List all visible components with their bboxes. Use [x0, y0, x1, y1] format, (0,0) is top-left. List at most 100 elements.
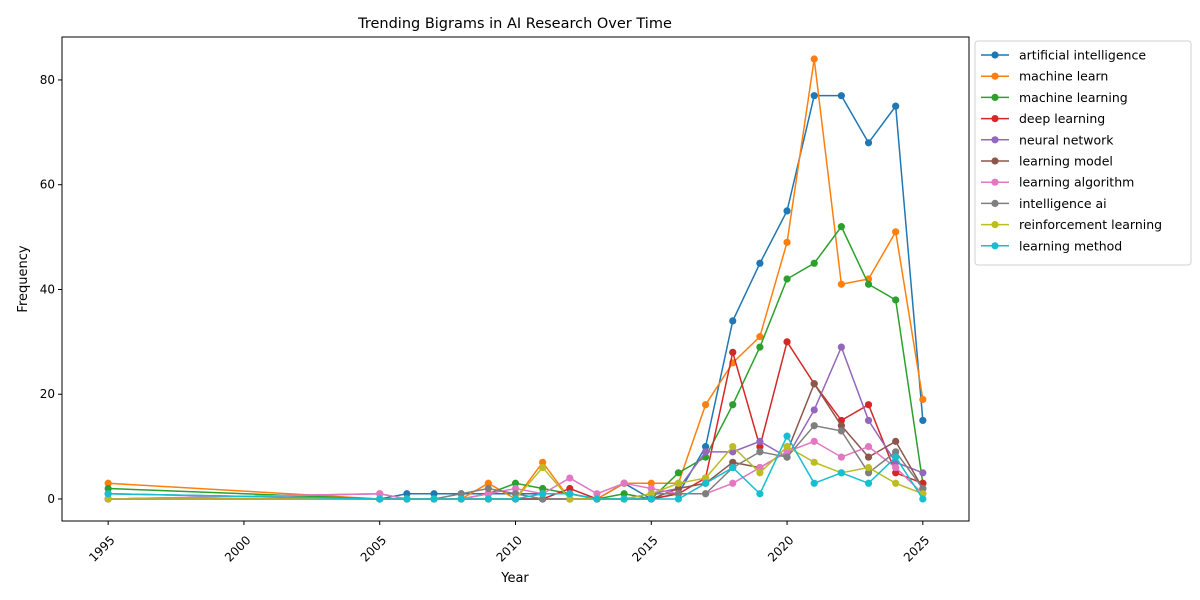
legend-item: reinforcement learning	[981, 217, 1162, 232]
data-point	[864, 139, 873, 147]
data-point	[919, 469, 927, 477]
data-point	[674, 495, 683, 503]
data-point	[783, 443, 791, 451]
data-point	[783, 338, 791, 346]
series-artificial-intelligence	[104, 92, 927, 503]
legend-item: artificial intelligence	[981, 48, 1146, 63]
data-point	[756, 437, 764, 445]
data-point	[919, 395, 927, 404]
data-point	[783, 207, 791, 215]
legend-swatch-marker	[991, 178, 999, 186]
data-point	[674, 469, 683, 477]
data-point	[810, 259, 818, 267]
x-tick-label: 2010	[494, 533, 525, 564]
x-tick-label: 2015	[629, 533, 660, 564]
data-point	[864, 469, 873, 477]
data-point	[539, 495, 547, 503]
x-axis-label: Year	[500, 571, 529, 586]
data-point	[729, 348, 737, 356]
legend-item: intelligence ai	[981, 196, 1107, 211]
legend-box	[974, 40, 1192, 266]
x-tick-label: 2020	[765, 533, 796, 564]
data-point	[674, 479, 683, 487]
data-point	[539, 458, 547, 466]
series-line	[108, 345, 924, 500]
data-point	[104, 479, 112, 487]
data-point	[376, 495, 384, 503]
data-point	[892, 469, 900, 477]
data-point	[729, 458, 737, 466]
data-point	[756, 259, 764, 267]
legend-swatch-marker	[991, 136, 999, 144]
legend-item: neural network	[981, 132, 1114, 147]
legend-label: neural network	[1019, 132, 1114, 147]
data-point	[756, 490, 764, 498]
chart-title: Trending Bigrams in AI Research Over Tim…	[357, 16, 672, 32]
data-point	[593, 490, 601, 498]
data-point	[674, 490, 683, 498]
data-point	[892, 437, 900, 445]
series-learning-method	[104, 432, 927, 503]
data-point	[729, 463, 737, 472]
legend-item: deep learning	[981, 111, 1105, 126]
series-machine-learn	[104, 55, 927, 503]
plot-frame	[61, 36, 970, 522]
legend-label: learning method	[1019, 238, 1122, 253]
data-point	[430, 490, 438, 498]
x-tick-label: 1995	[86, 533, 117, 564]
legend-label: intelligence ai	[1019, 196, 1107, 211]
data-point	[457, 490, 465, 498]
data-point	[783, 432, 791, 440]
data-point	[810, 406, 818, 414]
data-point	[919, 416, 927, 425]
legend: artificial intelligence machine learn mach…	[974, 40, 1192, 266]
data-point	[837, 223, 845, 231]
x-axis: 1995 2000 2005 2010 2015 2020 2025	[86, 521, 932, 565]
data-point	[864, 416, 873, 425]
data-point	[403, 495, 411, 503]
data-point	[539, 484, 547, 493]
legend-item: machine learning	[981, 90, 1128, 105]
data-point	[593, 495, 601, 503]
data-point	[919, 495, 927, 503]
legend-swatch-marker	[991, 72, 999, 80]
legend-swatch-marker	[991, 242, 999, 250]
x-tick-label: 2000	[222, 533, 253, 564]
legend-label: learning algorithm	[1019, 175, 1134, 190]
data-point	[864, 401, 873, 409]
data-point	[729, 443, 737, 451]
data-point	[566, 484, 574, 493]
data-point	[701, 401, 710, 409]
data-point	[892, 463, 900, 472]
data-point	[892, 453, 900, 461]
data-point	[837, 453, 845, 461]
y-axis: 0 20 40 60 80	[40, 73, 62, 506]
y-tick-label: 60	[40, 178, 55, 192]
data-point	[756, 443, 764, 451]
data-point	[810, 380, 818, 388]
data-point	[864, 443, 873, 451]
data-point	[864, 453, 873, 461]
data-point	[701, 490, 710, 498]
y-tick-label: 80	[40, 73, 55, 87]
data-point	[484, 495, 492, 503]
data-point	[756, 463, 764, 472]
data-point	[810, 479, 818, 487]
x-tick-label: 2005	[358, 533, 389, 564]
legend-item: learning method	[981, 238, 1122, 253]
data-point	[892, 228, 900, 236]
y-tick-label: 0	[47, 492, 55, 506]
plot-area	[104, 55, 927, 503]
data-point	[104, 484, 112, 493]
data-point	[647, 495, 655, 503]
data-point	[837, 280, 845, 288]
data-point	[810, 437, 818, 445]
data-point	[620, 479, 628, 487]
data-point	[701, 474, 710, 482]
data-point	[484, 479, 492, 487]
legend-swatch-marker	[991, 93, 999, 101]
legend-item: learning model	[981, 154, 1113, 169]
data-point	[647, 484, 655, 493]
series-machine-learning	[104, 223, 927, 503]
data-point	[892, 479, 900, 487]
